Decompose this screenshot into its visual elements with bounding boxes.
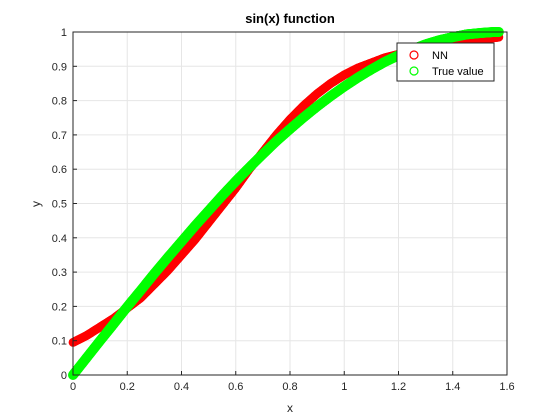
y-tick-label: 0: [61, 370, 67, 382]
legend-label-true-value: True value: [432, 66, 484, 78]
y-tick-label: 0.2: [52, 301, 67, 313]
y-axis-label: y: [29, 201, 43, 207]
legend: NN True value: [396, 42, 495, 82]
legend-box: [396, 42, 495, 82]
y-tick-label: 0.8: [52, 96, 67, 108]
y-tick-label: 0.9: [52, 61, 67, 73]
y-tick-label: 0.6: [52, 164, 67, 176]
x-tick-label: 0.8: [282, 381, 297, 393]
y-tick-label: 0.4: [52, 233, 67, 245]
y-tick-label: 0.5: [52, 199, 67, 211]
ticks: 0 0.2 0.4 0.6 0.8 1 1.2 1.4 1.6 0 0.1 0.2 0.3 0.4 0.5 0…: [52, 27, 515, 393]
y-tick-label: 1: [61, 27, 67, 39]
y-tick-label: 0.7: [52, 130, 67, 142]
chart-title: sin(x) function: [245, 11, 335, 26]
x-tick-label: 1.6: [499, 381, 514, 393]
x-axis-label: x: [287, 401, 293, 415]
x-tick-label: 0.2: [120, 381, 135, 393]
x-tick-label: 0.4: [174, 381, 189, 393]
x-tick-label: 0.6: [228, 381, 243, 393]
x-tick-label: 1: [341, 381, 347, 393]
y-tick-label: 0.3: [52, 267, 67, 279]
legend-label-nn: NN: [432, 50, 448, 62]
legend-marker-true-value: [409, 66, 419, 76]
x-tick-label: 0: [70, 381, 76, 393]
y-tick-label: 0.1: [52, 336, 67, 348]
legend-marker-nn: [409, 50, 419, 60]
series-layer: [68, 26, 504, 380]
x-tick-label: 1.2: [391, 381, 406, 393]
x-tick-label: 1.4: [445, 381, 460, 393]
series-true-value: [68, 26, 504, 380]
